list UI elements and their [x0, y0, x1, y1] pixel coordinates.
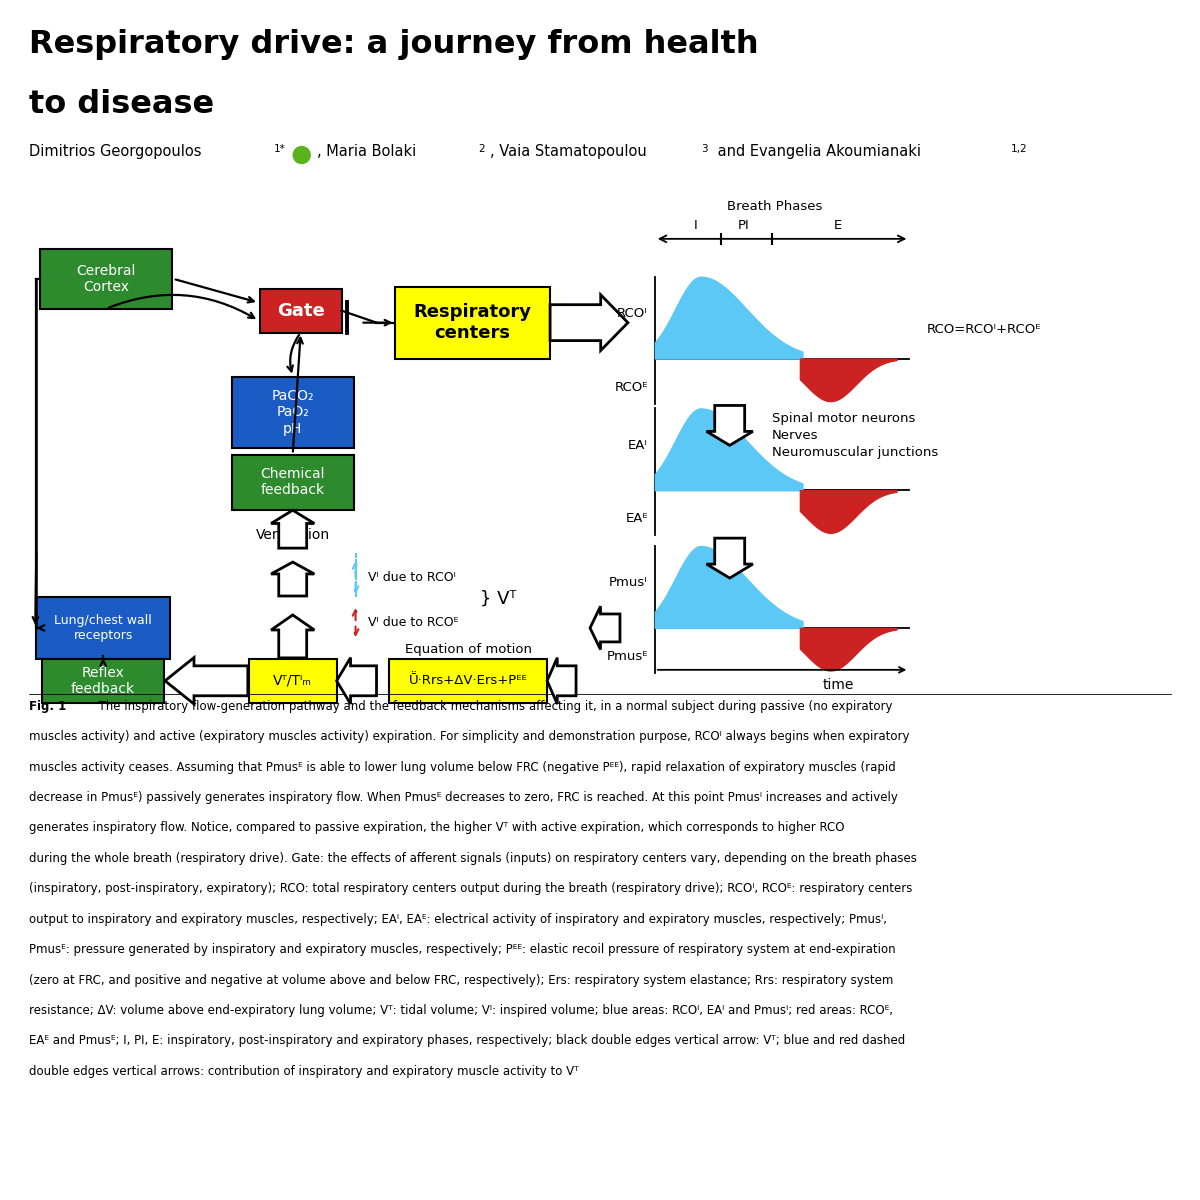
- Text: EAᴵ: EAᴵ: [628, 439, 648, 451]
- Text: 3: 3: [701, 144, 707, 154]
- FancyBboxPatch shape: [42, 659, 164, 703]
- Text: Reflex
feedback: Reflex feedback: [71, 666, 136, 696]
- Text: Vᵀ/Tᴵₘ: Vᵀ/Tᴵₘ: [274, 674, 312, 688]
- Text: Ventilation: Ventilation: [256, 528, 330, 542]
- Text: Dimitrios Georgopoulos: Dimitrios Georgopoulos: [29, 144, 202, 160]
- Text: iD: iD: [298, 152, 306, 158]
- Text: generates inspiratory flow. Notice, compared to passive expiration, the higher V: generates inspiratory flow. Notice, comp…: [29, 822, 845, 834]
- FancyBboxPatch shape: [232, 455, 354, 510]
- FancyBboxPatch shape: [41, 248, 172, 308]
- Text: E: E: [834, 218, 842, 232]
- FancyArrow shape: [707, 538, 752, 578]
- Text: to disease: to disease: [29, 89, 215, 120]
- Text: } Vᵀ: } Vᵀ: [480, 590, 517, 608]
- Text: muscles activity) and active (expiratory muscles activity) expiration. For simpl: muscles activity) and active (expiratory…: [29, 730, 910, 743]
- FancyArrow shape: [550, 295, 628, 350]
- Text: Nerves: Nerves: [772, 428, 818, 442]
- Text: Gate: Gate: [277, 301, 324, 319]
- Text: (inspiratory, post-inspiratory, expiratory); RCO: total respiratory centers outp: (inspiratory, post-inspiratory, expirato…: [29, 882, 913, 895]
- FancyBboxPatch shape: [390, 659, 547, 703]
- Text: PI: PI: [738, 218, 750, 232]
- Text: The inspiratory flow-generation pathway and the feedback mechanisms affecting it: The inspiratory flow-generation pathway …: [91, 700, 893, 713]
- FancyArrow shape: [337, 658, 377, 704]
- FancyBboxPatch shape: [36, 598, 170, 659]
- Text: Spinal motor neurons: Spinal motor neurons: [772, 412, 914, 425]
- Text: , Vaia Stamatopoulou: , Vaia Stamatopoulou: [491, 144, 647, 160]
- Text: Equation of motion: Equation of motion: [404, 643, 532, 656]
- Circle shape: [293, 146, 310, 163]
- FancyArrow shape: [590, 606, 620, 649]
- Text: 2: 2: [479, 144, 485, 154]
- Text: RCO=RCOᴵ+RCOᴱ: RCO=RCOᴵ+RCOᴱ: [928, 324, 1042, 336]
- Text: PaCO₂
PaO₂
pH: PaCO₂ PaO₂ pH: [271, 389, 314, 436]
- Text: RCOᴵ: RCOᴵ: [617, 307, 648, 320]
- Text: Breath Phases: Breath Phases: [727, 200, 822, 212]
- Text: decrease in Pmusᴱ) passively generates inspiratory flow. When Pmusᴱ decreases to: decrease in Pmusᴱ) passively generates i…: [29, 791, 898, 804]
- FancyArrow shape: [166, 658, 248, 704]
- Text: time: time: [822, 678, 853, 692]
- Text: Vᴵ due to RCOᴵ: Vᴵ due to RCOᴵ: [367, 571, 456, 584]
- Text: output to inspiratory and expiratory muscles, respectively; EAᴵ, EAᴱ: electrical: output to inspiratory and expiratory mus…: [29, 913, 887, 925]
- Text: EAᴱ and Pmusᴱ; I, PI, E: inspiratory, post-inspiratory and expiratory phases, re: EAᴱ and Pmusᴱ; I, PI, E: inspiratory, po…: [29, 1034, 906, 1048]
- Text: Respiratory drive: a journey from health: Respiratory drive: a journey from health: [29, 29, 758, 60]
- FancyArrow shape: [707, 406, 752, 445]
- Text: Neuromuscular junctions: Neuromuscular junctions: [772, 446, 938, 458]
- FancyBboxPatch shape: [248, 659, 337, 703]
- Text: double edges vertical arrows: contribution of inspiratory and expiratory muscle : double edges vertical arrows: contributi…: [29, 1064, 578, 1078]
- Text: RCOᴱ: RCOᴱ: [614, 380, 648, 394]
- Text: 1*: 1*: [274, 144, 286, 154]
- Text: Ṻ·Rrs+ΔV·Ers+Pᴱᴱ: Ṻ·Rrs+ΔV·Ers+Pᴱᴱ: [409, 674, 528, 688]
- Text: Pmusᴵ: Pmusᴵ: [610, 576, 648, 589]
- Text: Respiratory
centers: Respiratory centers: [413, 304, 532, 342]
- Text: Cerebral
Cortex: Cerebral Cortex: [77, 264, 136, 294]
- FancyBboxPatch shape: [259, 289, 342, 332]
- FancyBboxPatch shape: [232, 377, 354, 449]
- Text: muscles activity ceases. Assuming that Pmusᴱ is able to lower lung volume below : muscles activity ceases. Assuming that P…: [29, 761, 896, 774]
- Text: Pmusᴱ: pressure generated by inspiratory and expiratory muscles, respectively; P: Pmusᴱ: pressure generated by inspiratory…: [29, 943, 896, 956]
- Text: Chemical
feedback: Chemical feedback: [260, 467, 325, 497]
- FancyArrow shape: [271, 562, 314, 596]
- FancyArrow shape: [271, 614, 314, 658]
- Text: resistance; ΔV: volume above end-expiratory lung volume; Vᵀ: tidal volume; Vᴵ: i: resistance; ΔV: volume above end-expirat…: [29, 1004, 893, 1018]
- FancyArrow shape: [271, 510, 314, 548]
- Text: EAᴱ: EAᴱ: [625, 512, 648, 526]
- Text: Pmusᴱ: Pmusᴱ: [606, 650, 648, 664]
- Text: , Maria Bolaki: , Maria Bolaki: [317, 144, 416, 160]
- Text: and Evangelia Akoumianaki: and Evangelia Akoumianaki: [713, 144, 920, 160]
- FancyArrow shape: [547, 658, 576, 704]
- Text: Fig. 1: Fig. 1: [29, 700, 66, 713]
- Text: I: I: [694, 218, 697, 232]
- FancyBboxPatch shape: [395, 287, 550, 359]
- Text: Vᴵ due to RCOᴱ: Vᴵ due to RCOᴱ: [367, 616, 458, 629]
- Text: Vᵀ: Vᵀ: [286, 576, 300, 590]
- Text: Lung/chest wall
receptors: Lung/chest wall receptors: [54, 614, 152, 642]
- Text: (zero at FRC, and positive and negative at volume above and below FRC, respectiv: (zero at FRC, and positive and negative …: [29, 973, 894, 986]
- Text: 1,2: 1,2: [1012, 144, 1027, 154]
- Text: during the whole breath (respiratory drive). Gate: the effects of afferent signa: during the whole breath (respiratory dri…: [29, 852, 917, 865]
